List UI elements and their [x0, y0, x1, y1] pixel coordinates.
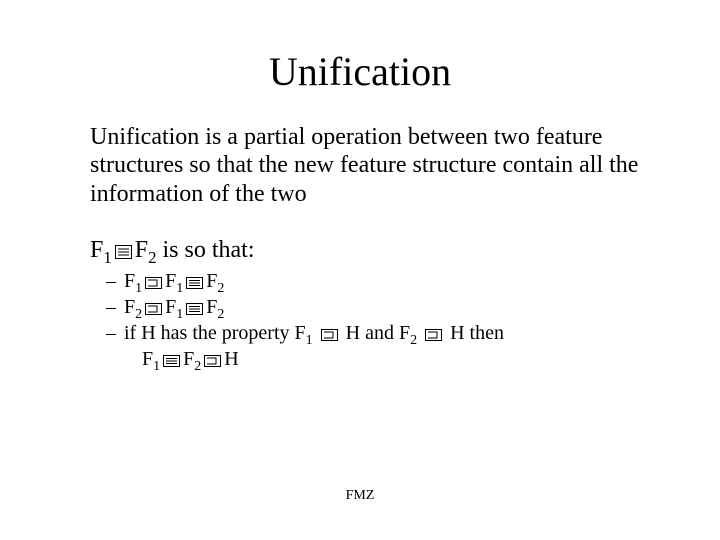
subsume-icon: [204, 355, 221, 367]
subsume-icon: [321, 329, 338, 341]
bullet-dash: –: [106, 294, 116, 320]
subsume-icon: [145, 303, 162, 315]
unify-icon: [186, 303, 203, 315]
slide: Unification Unification is a partial ope…: [0, 0, 720, 540]
footer: FMZ: [0, 488, 720, 504]
unify-icon: [115, 245, 132, 259]
definition-line: F1F2 is so that:: [90, 236, 650, 264]
intro-paragraph: Unification is a partial operation betwe…: [90, 123, 650, 208]
bullet-dash: –: [106, 268, 116, 294]
bullet-item: – F1F1F2: [106, 268, 650, 294]
bullet-item: – if H has the property F1 H and F2 H th…: [106, 320, 650, 372]
slide-body: Unification is a partial operation betwe…: [0, 123, 720, 372]
subsume-icon: [425, 329, 442, 341]
subsume-icon: [145, 277, 162, 289]
bullet-list: – F1F1F2 – F2F1F2 – if H has the propert…: [106, 268, 650, 372]
slide-title: Unification: [0, 0, 720, 123]
unify-icon: [163, 355, 180, 367]
unify-icon: [186, 277, 203, 289]
bullet-dash: –: [106, 320, 116, 346]
bullet-item: – F2F1F2: [106, 294, 650, 320]
